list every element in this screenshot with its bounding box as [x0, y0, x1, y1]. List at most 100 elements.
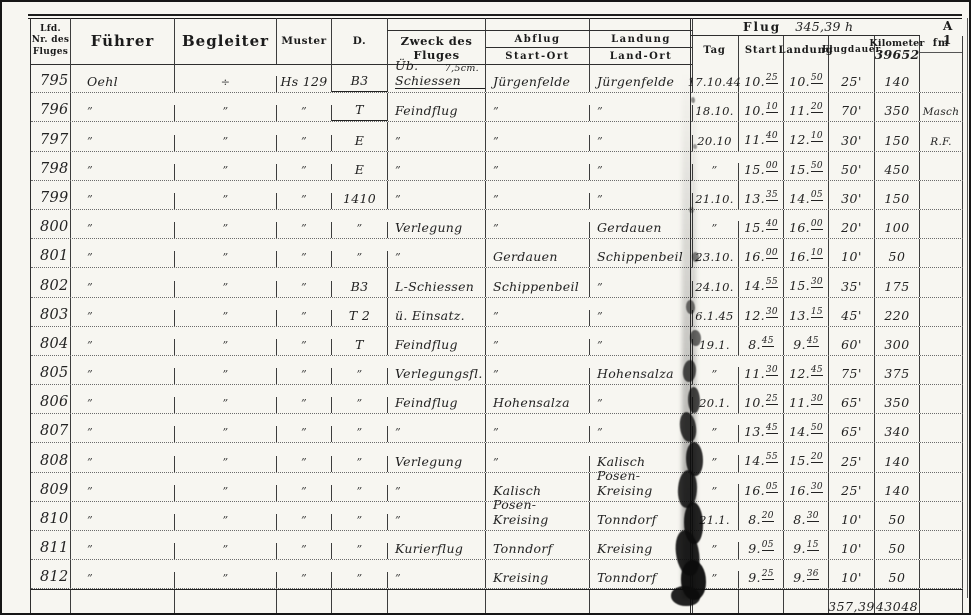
cell-pilot: ” — [71, 426, 175, 443]
cell-kilometers: 450 — [875, 151, 920, 180]
cell-departure-place: ” — [486, 222, 590, 239]
cell-kilometers: 350 — [875, 385, 920, 414]
cell-start-time: 13.45 — [739, 414, 784, 443]
cell-purpose: ” — [388, 501, 486, 530]
totals-empty-cell — [71, 590, 175, 613]
cell-landing-place: ” — [590, 192, 693, 209]
cell-kilometers: 50 — [875, 239, 920, 268]
cell-companion: ” — [175, 514, 277, 530]
cell-start-time: 13.35 — [739, 180, 784, 209]
cell-flight-number: 798 — [31, 151, 71, 180]
cell-kilometers: 175 — [875, 268, 920, 297]
header-landing-place: Landung Land-Ort — [589, 18, 693, 64]
landing-hour: 16. — [789, 220, 810, 236]
cell-departure-place: Schippenbeil — [486, 268, 590, 297]
header-departure-sublabel: Start-Ort — [505, 50, 570, 62]
header-fm-label: fm — [920, 36, 962, 53]
cell-aircraft-type: ” — [277, 572, 332, 589]
table-header-right: Flug 345,39 h Tag Start Landung Flugdaue… — [690, 18, 963, 64]
cell-purpose-text: Üb. Schiessen — [395, 58, 485, 90]
cell-duration: 25' — [829, 472, 875, 501]
cell-duration: 45' — [829, 297, 875, 326]
cell-landing-place: Hohensalza — [590, 355, 693, 385]
cell-aircraft-type: ” — [277, 543, 332, 560]
cell-start-time: 10.10 — [739, 93, 784, 122]
table-row: 18.10. 10.10 11.20 70' 350 Masch — [691, 93, 963, 123]
totals-empty-cell — [739, 590, 784, 613]
ink-speck — [689, 207, 694, 213]
cell-purpose: 7,5cm. Üb. Schiessen — [388, 58, 486, 93]
cell-departure-place: ” — [486, 368, 590, 385]
table-row: 21.10. 13.35 14.05 30' 150 — [691, 180, 963, 210]
totals-empty-cell — [31, 590, 71, 613]
start-hour: 15. — [744, 220, 765, 236]
cell-flight-number: 801 — [31, 239, 71, 268]
cell-purpose-text: Feindflug — [395, 103, 458, 119]
landing-minute: 05 — [810, 189, 823, 201]
cell-companion: ” — [175, 105, 277, 122]
cell-designation: ” — [332, 426, 388, 443]
table-row: 810 ” ” ” ” ” Posen-Kreising Tonndorf — [31, 497, 693, 531]
cell-landing-time: 16.10 — [784, 239, 829, 268]
cell-kilometers: 375 — [875, 355, 920, 385]
cell-designation: T — [332, 93, 388, 122]
cell-departure-place: ” — [486, 455, 590, 472]
landing-hour: 12. — [789, 132, 810, 148]
start-minute: 45 — [761, 335, 774, 347]
cell-pilot: ” — [71, 163, 175, 180]
cell-designation: 1410 — [332, 180, 388, 209]
header-companion: Begleiter — [175, 18, 277, 64]
cell-purpose-text: ” — [395, 163, 401, 177]
cell-purpose: ” — [388, 239, 486, 268]
landing-hour: 11. — [789, 395, 810, 411]
cell-companion: ” — [175, 484, 277, 501]
landing-hour: 15. — [789, 278, 810, 294]
cell-flight-number: 812 — [31, 560, 71, 589]
header-departure: Abflug Start-Ort — [485, 18, 590, 64]
cell-duration: 20' — [829, 209, 875, 239]
cell-purpose-text: Verlegung — [395, 453, 463, 469]
table-row: 807 ” ” ” ” ” ” ” — [31, 414, 693, 444]
cell-start-time: 15.00 — [739, 151, 784, 180]
cell-day: 19.1. — [691, 326, 739, 355]
cell-kilometers: 140 — [875, 64, 920, 93]
cell-duration: 60' — [829, 326, 875, 355]
cell-purpose-text: ” — [395, 572, 401, 586]
cell-companion: ” — [175, 222, 277, 239]
cell-purpose-text: ” — [395, 251, 401, 265]
cell-purpose: Feindflug — [388, 93, 486, 122]
table-row: ” 11.30 12.45 75' 375 — [691, 355, 963, 386]
cell-pilot: ” — [71, 280, 175, 297]
start-minute: 30 — [765, 306, 778, 318]
cell-aircraft-type: ” — [277, 251, 332, 268]
cell-pilot: ” — [71, 222, 175, 239]
start-minute: 00 — [765, 160, 778, 172]
cell-designation: ” — [332, 368, 388, 385]
start-hour: 10. — [744, 395, 765, 411]
cell-aircraft-type: ” — [277, 455, 332, 472]
header-companion-label: Begleiter — [181, 32, 270, 50]
cell-aircraft-type: ” — [277, 192, 332, 209]
cell-pilot: ” — [71, 338, 175, 355]
cell-flight-number: 804 — [31, 326, 71, 355]
cell-remark — [920, 326, 963, 355]
cell-remark — [920, 209, 963, 239]
cell-landing-time: 11.30 — [784, 385, 829, 414]
cell-duration: 30' — [829, 122, 875, 151]
ink-speck — [693, 144, 697, 149]
totals-empty-cell — [277, 590, 332, 613]
cell-start-time: 16.00 — [739, 239, 784, 268]
start-minute: 35 — [765, 189, 778, 201]
totals-empty-cell — [332, 590, 388, 613]
cell-flight-number: 795 — [31, 64, 71, 93]
header-aircraft-type: Muster — [277, 18, 332, 64]
cell-flight-number: 800 — [31, 209, 71, 239]
cell-pilot: ” — [71, 368, 175, 385]
cell-pilot: ” — [71, 192, 175, 209]
totals-empty-cell — [175, 590, 277, 613]
header-duration: Flugdauer — [822, 36, 880, 64]
header-landing-sublabel: Land-Ort — [609, 50, 673, 62]
cell-departure-place: Kalisch — [486, 472, 590, 501]
cell-pilot: Oehl — [71, 64, 175, 93]
cell-day: 17.10.44 — [688, 64, 741, 93]
